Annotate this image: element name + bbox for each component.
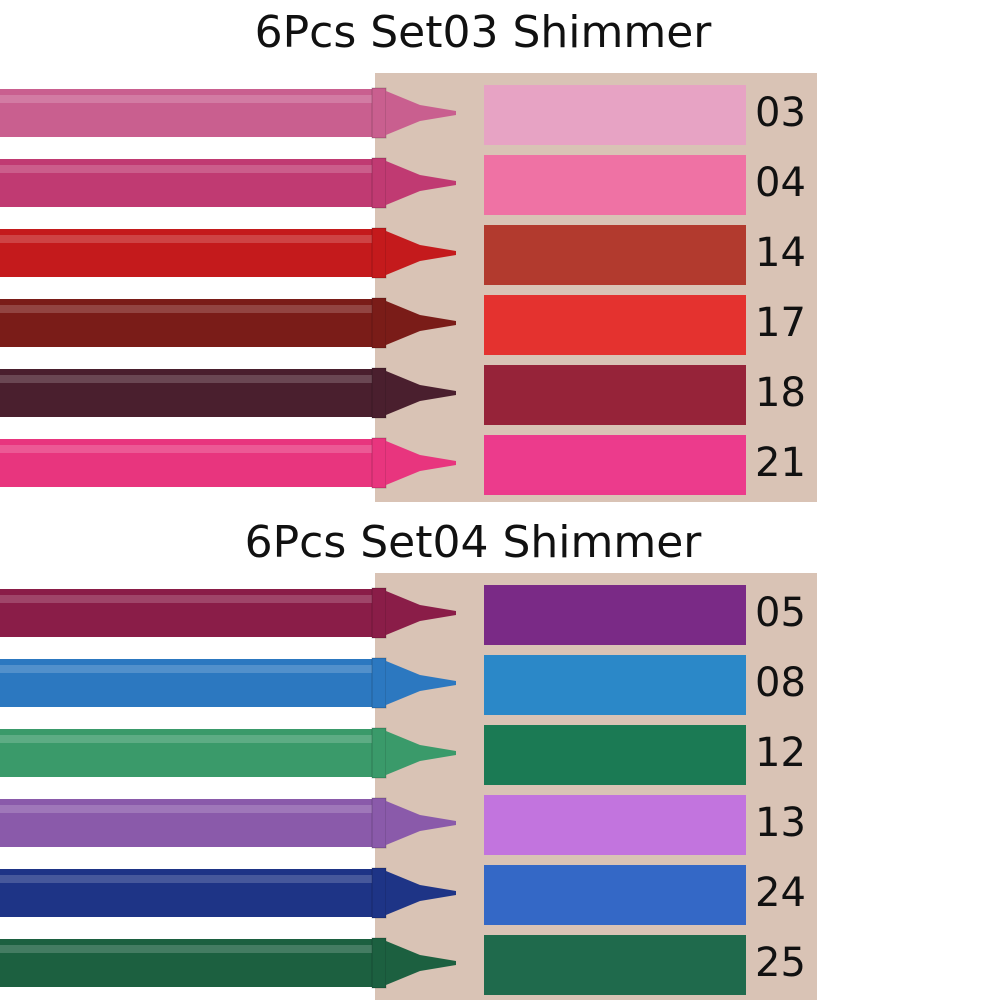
pencil-body [0, 729, 380, 777]
pencil-tip [386, 161, 456, 205]
pencil-band [371, 937, 387, 989]
swatch [484, 935, 746, 995]
pencil-body [0, 439, 380, 487]
pencil-shine [0, 665, 380, 673]
swatch [484, 655, 746, 715]
swatch [484, 435, 746, 495]
pencil-tip [386, 441, 456, 485]
pencil-band [371, 797, 387, 849]
set-title: 6Pcs Set04 Shimmer [245, 517, 703, 568]
pencil-shine [0, 305, 380, 313]
swatch [484, 85, 746, 145]
shade-code: 13 [755, 800, 806, 846]
shade-code: 05 [755, 590, 806, 636]
pencil-band [371, 587, 387, 639]
shade-code: 18 [755, 370, 806, 416]
pencil-band [371, 437, 387, 489]
pencil-band [371, 727, 387, 779]
pencil-band [371, 867, 387, 919]
pencil-tip [386, 231, 456, 275]
pencil-body [0, 659, 380, 707]
pencil-shine [0, 735, 380, 743]
pencil-shine [0, 95, 380, 103]
shade-code: 24 [755, 870, 806, 916]
swatch [484, 585, 746, 645]
pencil-body [0, 89, 380, 137]
pencil-tip [386, 731, 456, 775]
pencil-body [0, 869, 380, 917]
pencil-tip [386, 301, 456, 345]
swatch [484, 795, 746, 855]
pencil-body [0, 159, 380, 207]
pencil-band [371, 227, 387, 279]
pencil-tip [386, 801, 456, 845]
pencil-body [0, 229, 380, 277]
pencil-band [371, 157, 387, 209]
swatch [484, 225, 746, 285]
set-title: 6Pcs Set03 Shimmer [255, 7, 713, 58]
shade-code: 21 [755, 440, 806, 486]
swatch [484, 295, 746, 355]
shade-code: 17 [755, 300, 806, 346]
pencil-body [0, 299, 380, 347]
pencil-band [371, 367, 387, 419]
pencil-body [0, 369, 380, 417]
pencil-shine [0, 875, 380, 883]
pencil-band [371, 657, 387, 709]
pencil-shine [0, 375, 380, 383]
pencil-body [0, 939, 380, 987]
pencil-shine [0, 165, 380, 173]
shade-code: 03 [755, 90, 806, 136]
pencil-tip [386, 871, 456, 915]
swatch [484, 865, 746, 925]
shade-code: 08 [755, 660, 806, 706]
shade-code: 14 [755, 230, 806, 276]
pencil-shine [0, 945, 380, 953]
pencil-body [0, 799, 380, 847]
pencil-tip [386, 91, 456, 135]
pencil-tip [386, 591, 456, 635]
swatch [484, 725, 746, 785]
swatch [484, 155, 746, 215]
shade-code: 04 [755, 160, 806, 206]
pencil-body [0, 589, 380, 637]
pencil-shine [0, 805, 380, 813]
pencil-tip [386, 661, 456, 705]
pencil-shine [0, 595, 380, 603]
pencil-shine [0, 235, 380, 243]
pencil-band [371, 297, 387, 349]
pencil-band [371, 87, 387, 139]
pencil-tip [386, 941, 456, 985]
swatch [484, 365, 746, 425]
shade-code: 25 [755, 940, 806, 986]
shade-code: 12 [755, 730, 806, 776]
pencil-tip [386, 371, 456, 415]
pencil-shine [0, 445, 380, 453]
